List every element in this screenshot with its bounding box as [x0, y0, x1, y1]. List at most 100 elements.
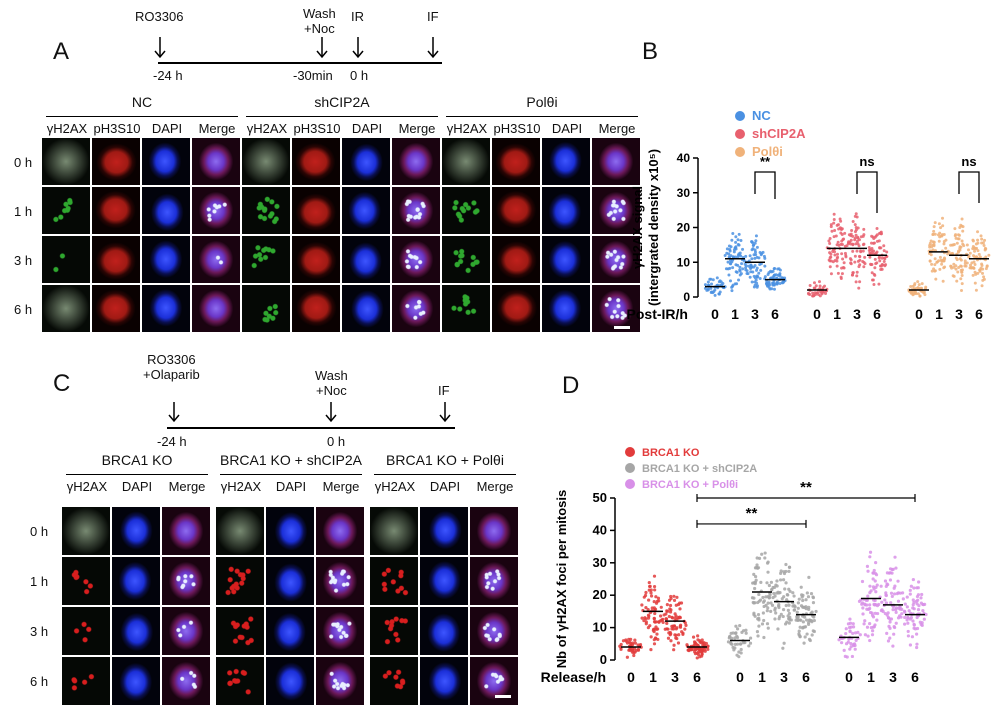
point-2-3-54	[772, 585, 777, 589]
point-2-3-25	[774, 611, 778, 615]
point-1-1-18	[708, 277, 712, 281]
point-1-2-49	[652, 638, 656, 642]
point-2-2-37	[835, 264, 839, 268]
point-3-4-53	[980, 284, 984, 288]
point-2-4-44	[868, 255, 872, 259]
micrograph-1-1-3	[162, 507, 210, 555]
point-1-3-48	[670, 627, 674, 631]
point-2-3-4	[783, 587, 787, 591]
point-2-4-58	[798, 635, 802, 639]
point-1-3-21	[683, 627, 687, 631]
point-2-3-61	[856, 259, 860, 263]
point-2-1-22	[817, 293, 821, 297]
point-3-3-17	[881, 609, 885, 614]
y-axis-label: Nb of γH2AX foci per mitosis	[554, 490, 569, 668]
micrograph-2-2-4	[392, 187, 440, 234]
point-2-2-22	[828, 251, 832, 255]
timeline-a-event-3: IR	[351, 9, 364, 24]
point-1-2-65	[735, 270, 739, 274]
point-2-2-24	[836, 240, 840, 244]
point-2-2-65	[839, 242, 843, 246]
point-1-4-53	[770, 270, 774, 274]
point-2-3-54	[850, 273, 854, 277]
point-1-4-67	[696, 638, 700, 642]
point-3-2-54	[874, 561, 878, 565]
point-2-3-55	[861, 259, 865, 263]
column-label-1-2: pH3S10	[93, 121, 141, 136]
point-2-2-43	[827, 258, 831, 262]
point-2-3-61	[773, 606, 777, 610]
point-3-2-70	[872, 587, 876, 591]
point-2-4-9	[796, 601, 800, 605]
micrograph-1-3-1	[62, 607, 110, 655]
point-1-3-62	[666, 636, 671, 640]
point-2-2-53	[832, 218, 836, 222]
timeline-c-tick-1: -24 h	[157, 434, 187, 449]
point-1-2-31	[728, 279, 732, 283]
point-3-4-67	[906, 621, 910, 625]
point-3-4-38	[915, 594, 920, 599]
point-1-1-39	[633, 641, 637, 645]
point-3-4-37	[982, 275, 986, 279]
micrograph-2-3-1	[242, 236, 290, 283]
point-1-2-57	[642, 618, 646, 623]
point-3-4-63	[974, 288, 978, 292]
point-1-3-27	[763, 264, 767, 268]
point-2-4-44	[810, 633, 814, 637]
point-3-1-40	[844, 627, 848, 631]
point-2-4-66	[797, 629, 801, 633]
timeline-a-event-1: RO3306	[135, 9, 184, 24]
point-1-1-36	[625, 655, 629, 659]
point-3-1-13	[837, 638, 841, 642]
point-3-2-59	[860, 602, 864, 606]
column-label-1-1: γH2AX	[46, 121, 88, 136]
point-2-4-69	[867, 248, 871, 252]
point-2-2-30	[832, 221, 836, 225]
point-2-3-68	[858, 263, 862, 267]
point-1-2-23	[649, 591, 653, 595]
point-2-3-3	[775, 579, 779, 583]
point-2-3-66	[792, 608, 797, 612]
point-3-4-43	[976, 249, 980, 253]
point-1-1-40	[629, 643, 633, 647]
point-3-1-32	[851, 631, 855, 635]
point-1-1-29	[717, 292, 721, 296]
point-2-4-32	[805, 632, 809, 636]
point-2-4-54	[799, 604, 804, 608]
point-2-3-41	[787, 569, 791, 574]
point-3-2-29	[865, 625, 870, 629]
point-2-3-13	[787, 621, 791, 625]
point-2-4-47	[878, 259, 882, 263]
point-3-1-36	[851, 622, 855, 626]
point-3-2-19	[874, 573, 879, 577]
point-3-3-27	[885, 582, 889, 586]
point-3-3-15	[952, 265, 956, 269]
group-underline-3	[374, 474, 516, 475]
point-3-1-27	[843, 654, 847, 658]
point-3-4-8	[914, 599, 918, 603]
point-3-2-67	[860, 579, 865, 584]
point-1-4-40	[765, 279, 769, 283]
point-3-4-60	[969, 263, 973, 267]
point-2-4-33	[800, 595, 804, 599]
micrograph-2-1-1	[216, 507, 264, 555]
point-3-3-65	[897, 606, 901, 610]
point-1-3-70	[753, 250, 757, 254]
point-3-2-46	[931, 248, 935, 252]
point-2-4-19	[799, 585, 803, 589]
point-1-3-38	[680, 630, 684, 634]
point-1-2-17	[649, 635, 653, 639]
point-3-1-9	[846, 622, 851, 626]
row-label-1: 0 h	[30, 524, 49, 539]
point-2-2-30	[763, 556, 767, 560]
column-label-2-2: pH3S10	[293, 121, 341, 136]
point-1-1-27	[621, 639, 626, 643]
point-1-2-42	[659, 614, 663, 618]
point-1-2-1	[734, 235, 738, 239]
point-2-2-44	[832, 212, 836, 216]
point-3-2-54	[932, 244, 936, 248]
point-1-2-61	[640, 616, 644, 620]
point-1-2-51	[652, 600, 656, 604]
point-2-4-39	[814, 609, 818, 614]
x-tick-label-3-1: 0	[915, 306, 923, 322]
